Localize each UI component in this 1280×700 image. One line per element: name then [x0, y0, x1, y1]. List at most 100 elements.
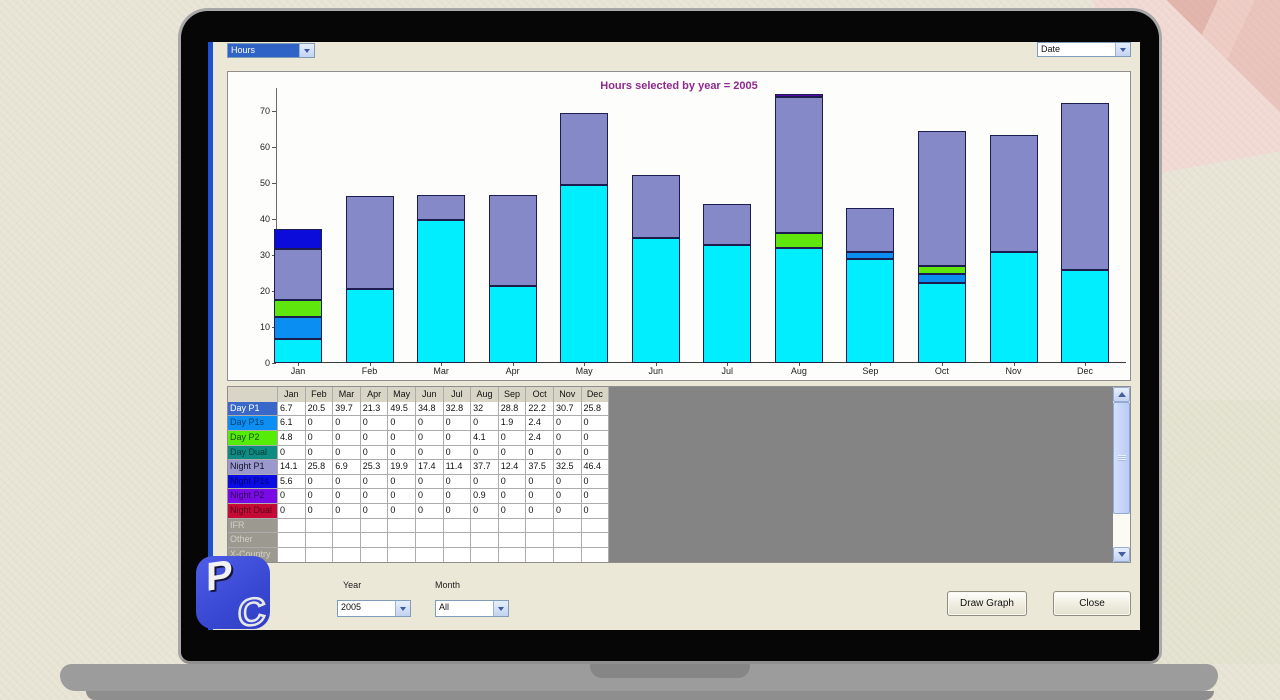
table-cell — [553, 533, 582, 549]
x-axis-month-label: Feb — [361, 366, 378, 376]
hours-table-panel: Jan Feb Mar Apr May Jun Jul Aug Sep Oct Nov Dec Day … — [227, 386, 1131, 563]
table-cell: 0 — [388, 504, 416, 519]
table-cell: 0 — [471, 445, 499, 461]
table-cell: 0 — [415, 489, 444, 505]
bar-mar — [417, 195, 466, 363]
table-cell: 2.4 — [526, 416, 554, 431]
table-cell: 14.1 — [278, 460, 306, 475]
table-cell: 37.7 — [471, 460, 499, 475]
arrow-up-icon — [1117, 392, 1126, 397]
x-axis-tick-mark — [584, 363, 586, 366]
table-cell: 0 — [333, 474, 361, 490]
year-value: 2005 — [341, 602, 362, 612]
table-cell: 0 — [388, 430, 416, 446]
table-cell — [305, 548, 334, 562]
table-cell: 0 — [581, 416, 610, 431]
bar-segment-day-p1 — [989, 252, 1038, 363]
year-dropdown[interactable]: 2005 — [337, 600, 411, 617]
row-label-day-dual: Day Dual — [228, 445, 278, 461]
table-cell: 0 — [526, 445, 554, 461]
table-cell — [278, 533, 306, 549]
logo-letter-p: P — [206, 556, 233, 600]
x-axis-month-label: Aug — [790, 366, 807, 376]
table-cell: 0 — [553, 416, 582, 431]
hours-field-dropdown[interactable]: Hours — [227, 43, 315, 58]
row-label-ifr: IFR — [228, 518, 278, 534]
bar-segment-day-p2 — [774, 233, 823, 248]
table-vertical-scrollbar[interactable] — [1113, 387, 1130, 562]
table-cell: 0 — [360, 504, 389, 519]
bar-segment-day-p1 — [345, 289, 394, 363]
month-dropdown[interactable]: All — [435, 600, 509, 617]
y-axis-tick-label: 0 — [264, 358, 270, 368]
scrollbar-thumb[interactable] — [1113, 402, 1130, 514]
table-cell: 49.5 — [388, 401, 416, 417]
row-label-night-p1s: Night P1s — [228, 474, 278, 490]
month-dropdown-button[interactable] — [493, 601, 508, 616]
table-cell: 32.8 — [443, 401, 472, 417]
y-axis-tick-label: 70 — [259, 106, 270, 116]
y-axis-tick-label: 50 — [259, 178, 270, 188]
table-cell — [333, 533, 361, 549]
table-cell: 0 — [526, 489, 554, 505]
chevron-down-icon — [1120, 47, 1126, 52]
bar-segment-night-p1 — [274, 248, 322, 300]
table-cell — [443, 533, 472, 549]
table-cell — [526, 548, 554, 562]
x-axis-month-label: Mar — [433, 366, 449, 376]
table-cell — [415, 518, 444, 534]
table-cell: 2.4 — [526, 430, 554, 446]
table-cell: 28.8 — [498, 401, 527, 417]
close-button[interactable]: Close — [1053, 591, 1131, 616]
table-cell: 19.9 — [388, 460, 416, 475]
table-cell: 0 — [388, 474, 416, 490]
table-cell: 0 — [388, 416, 416, 431]
x-axis-month-label: Nov — [1005, 366, 1022, 376]
table-cell — [498, 548, 527, 562]
bar-jan — [274, 228, 322, 363]
date-dropdown-button[interactable] — [1115, 43, 1130, 56]
draw-graph-button[interactable]: Draw Graph — [947, 591, 1027, 616]
year-label: Year — [343, 580, 362, 590]
bar-segment-day-p1 — [488, 286, 537, 363]
column-header-nov: Nov — [553, 387, 582, 403]
scrollbar-grip-icon — [1118, 455, 1126, 461]
table-cell — [305, 533, 334, 549]
plot-area — [276, 88, 1126, 363]
scrollbar-up-button[interactable] — [1113, 387, 1130, 402]
table-cell — [415, 533, 444, 549]
date-sort-dropdown[interactable]: Date — [1037, 42, 1131, 57]
table-cell: 30.7 — [553, 401, 582, 417]
year-dropdown-button[interactable] — [395, 601, 410, 616]
pc-logo: P C — [196, 556, 270, 629]
table-cell: 0 — [443, 504, 472, 519]
x-axis-tick-mark — [1013, 363, 1015, 366]
bar-segment-night-p1 — [560, 113, 609, 185]
y-axis-tick-label: 60 — [259, 142, 270, 152]
table-cell: 0 — [333, 416, 361, 431]
bar-segment-day-p2 — [917, 265, 966, 275]
table-cell: 0 — [526, 504, 554, 519]
column-header-jun: Jun — [415, 387, 444, 403]
row-label-night-dual: Night Dual — [228, 504, 278, 519]
bar-segment-night-p1s — [274, 228, 322, 249]
table-cell: 0 — [305, 430, 334, 446]
table-cell: 0 — [471, 474, 499, 490]
table-cell — [360, 533, 389, 549]
x-axis-month-label: Dec — [1077, 366, 1094, 376]
table-cell — [360, 548, 389, 562]
laptop-base-bottom — [86, 691, 1214, 700]
table-cell: 0 — [581, 445, 610, 461]
table-cell: 25.8 — [581, 401, 610, 417]
table-cell — [526, 518, 554, 534]
table-cell: 4.1 — [471, 430, 499, 446]
scrollbar-down-button[interactable] — [1113, 547, 1130, 562]
table-cell: 0 — [360, 445, 389, 461]
x-axis-month-label: Oct — [934, 366, 949, 376]
logo-letter-c: C — [236, 589, 266, 629]
table-cell: 20.5 — [305, 401, 334, 417]
hours-dropdown-button[interactable] — [299, 44, 314, 57]
x-axis-tick-mark — [870, 363, 872, 366]
bar-segment-night-p1 — [1061, 103, 1110, 271]
